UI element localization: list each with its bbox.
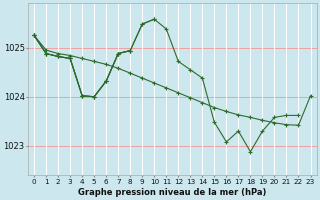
X-axis label: Graphe pression niveau de la mer (hPa): Graphe pression niveau de la mer (hPa) (78, 188, 267, 197)
